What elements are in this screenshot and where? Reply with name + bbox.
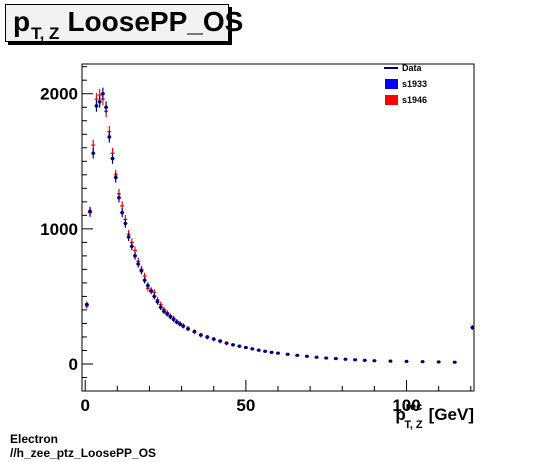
- data-point: [174, 319, 179, 325]
- plot-area-border: [81, 63, 475, 392]
- data-point: [276, 351, 280, 355]
- data-point: [256, 348, 261, 352]
- data-point: [333, 357, 338, 361]
- data-point: [470, 325, 475, 330]
- data-point: [285, 352, 290, 356]
- data-point: [120, 208, 125, 218]
- x-axis-title-sub: T, Z: [404, 419, 423, 431]
- x-axis-title-sup: rec: [406, 401, 423, 413]
- data-point: [324, 356, 329, 360]
- data-point: [126, 232, 131, 242]
- data-point: [178, 321, 182, 327]
- data-point: [94, 99, 99, 112]
- data-point: [192, 329, 197, 334]
- x-axis: 0 50 100: [80, 380, 472, 415]
- data-point: [107, 131, 112, 143]
- data-point: [218, 339, 223, 343]
- data-point: [165, 311, 170, 317]
- legend-entry-s1946: s1946: [385, 95, 427, 105]
- data-point: [295, 353, 300, 357]
- legend-entry-Data: Data: [384, 63, 423, 73]
- title-subscript: T, Z: [31, 24, 60, 43]
- data-point: [205, 335, 210, 339]
- data-point: [113, 172, 118, 183]
- series-Data: [84, 87, 475, 364]
- caption-line-2: //h_zee_ptz_LoosePP_OS: [10, 446, 157, 460]
- data-point: [123, 219, 128, 228]
- title-rest: LoosePP_OS: [67, 6, 244, 37]
- data-point: [304, 354, 309, 358]
- caption-line-1: Electron: [10, 432, 59, 446]
- data-point: [452, 360, 457, 364]
- x-axis-title-main: p: [395, 405, 405, 424]
- data-point: [372, 359, 377, 363]
- data-point: [198, 332, 203, 337]
- legend-label: Data: [402, 63, 423, 73]
- x-tick-label: 100: [392, 396, 420, 415]
- data-point: [139, 267, 144, 275]
- y-tick-label: 1000: [40, 220, 78, 239]
- data-point: [420, 360, 425, 364]
- data-point: [314, 355, 319, 359]
- data-point: [149, 287, 154, 295]
- x-axis-title: prec T, Z [GeV]: [395, 401, 474, 431]
- data-point: [97, 95, 102, 108]
- data-point: [388, 359, 393, 363]
- data-point: [231, 343, 236, 347]
- legend-swatch: [385, 79, 398, 89]
- data-point: [243, 345, 248, 349]
- data-point: [181, 323, 186, 329]
- data-point: [353, 358, 358, 362]
- data-point: [84, 301, 89, 308]
- data-point: [88, 206, 93, 216]
- data-point: [110, 153, 115, 164]
- data-point: [211, 337, 216, 341]
- data-point: [91, 147, 96, 159]
- data-point: [362, 358, 367, 362]
- data-point: [436, 360, 441, 364]
- plot-frame: [81, 63, 475, 392]
- x-axis-title-unit: [GeV]: [429, 405, 474, 424]
- y-tick-label: 2000: [40, 85, 78, 104]
- data-point: [152, 293, 157, 300]
- data-point: [142, 276, 147, 284]
- data-points: [84, 87, 475, 364]
- title-main: p: [13, 6, 31, 37]
- data-point: [136, 260, 141, 268]
- chart-title: pT, Z LoosePP_OS: [13, 5, 243, 43]
- series-s1946: [84, 89, 475, 364]
- legend-label: s1933: [402, 79, 427, 89]
- x-tick-label: 0: [80, 396, 89, 415]
- legend: Data s1933 s1946: [384, 63, 427, 105]
- title-box: pT, Z LoosePP_OS: [5, 4, 243, 43]
- x-tick-label: 50: [236, 396, 255, 415]
- data-point: [145, 282, 150, 289]
- data-point: [237, 344, 242, 348]
- legend-label: s1946: [402, 95, 427, 105]
- y-tick-label: 0: [69, 355, 78, 374]
- data-point: [155, 298, 160, 305]
- data-point: [186, 326, 191, 332]
- data-point: [263, 349, 268, 353]
- data-point: [171, 316, 176, 322]
- data-point: [269, 350, 274, 354]
- data-point: [168, 314, 173, 320]
- legend-swatch: [385, 95, 398, 105]
- data-point: [161, 308, 166, 314]
- data-point: [116, 193, 121, 203]
- data-point: [343, 357, 348, 361]
- data-point: [129, 242, 134, 251]
- data-point: [224, 341, 229, 345]
- data-point: [250, 347, 255, 351]
- data-point: [404, 359, 409, 363]
- legend-entry-s1933: s1933: [385, 79, 427, 89]
- data-point: [104, 101, 109, 114]
- data-point: [100, 87, 105, 100]
- data-point: [133, 252, 138, 260]
- y-axis: 0 1000 2000: [40, 66, 93, 392]
- data-point: [158, 304, 163, 310]
- caption: Electron //h_zee_ptz_LoosePP_OS: [10, 432, 156, 460]
